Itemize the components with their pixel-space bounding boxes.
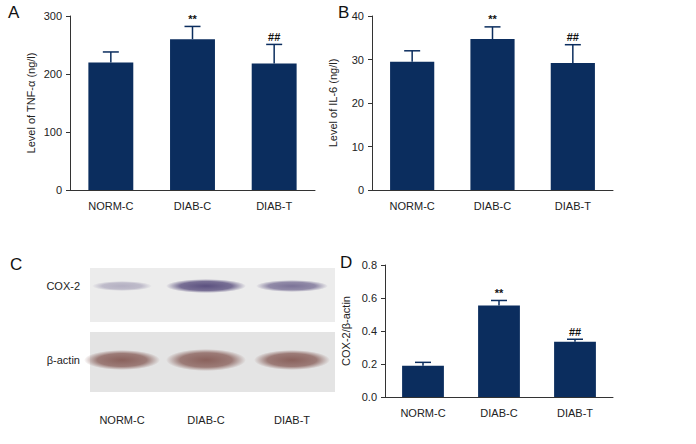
svg-text:40: 40	[352, 10, 364, 22]
svg-text:Level of IL-6 (ng/l): Level of IL-6 (ng/l)	[327, 59, 339, 148]
svg-text:D: D	[340, 253, 352, 272]
svg-text:β-actin: β-actin	[47, 354, 80, 366]
svg-text:A: A	[8, 3, 20, 22]
svg-text:200: 200	[44, 68, 62, 80]
svg-text:10: 10	[352, 141, 364, 153]
svg-text:**: **	[188, 13, 197, 25]
svg-text:100: 100	[44, 126, 62, 138]
svg-text:DIAB-C: DIAB-C	[187, 414, 224, 426]
svg-text:##: ##	[569, 326, 581, 338]
svg-text:COX-2: COX-2	[46, 280, 80, 292]
svg-text:DIAB-C: DIAB-C	[474, 200, 511, 212]
svg-text:0.8: 0.8	[362, 259, 377, 271]
svg-text:NORM-C: NORM-C	[88, 200, 133, 212]
svg-text:##: ##	[268, 31, 280, 43]
svg-text:**: **	[488, 13, 497, 25]
svg-text:NORM-C: NORM-C	[99, 414, 144, 426]
svg-text:B: B	[338, 3, 349, 22]
svg-text:NORM-C: NORM-C	[390, 200, 435, 212]
svg-text:DIAB-T: DIAB-T	[557, 407, 593, 419]
svg-text:**: **	[495, 287, 504, 299]
svg-text:0: 0	[358, 184, 364, 196]
svg-text:DIAB-T: DIAB-T	[555, 200, 591, 212]
svg-text:DIAB-T: DIAB-T	[256, 200, 292, 212]
svg-text:0.4: 0.4	[362, 325, 377, 337]
svg-text:NORM-C: NORM-C	[400, 407, 445, 419]
svg-text:20: 20	[352, 97, 364, 109]
svg-text:0: 0	[56, 184, 62, 196]
svg-text:DIAB-C: DIAB-C	[174, 200, 211, 212]
svg-text:##: ##	[567, 31, 579, 43]
svg-text:0.2: 0.2	[362, 358, 377, 370]
svg-text:0.0: 0.0	[362, 391, 377, 403]
svg-text:DIAB-C: DIAB-C	[480, 407, 517, 419]
svg-text:30: 30	[352, 54, 364, 66]
svg-text:DIAB-T: DIAB-T	[274, 414, 310, 426]
svg-text:C: C	[10, 255, 22, 274]
svg-text:300: 300	[44, 10, 62, 22]
svg-text:0.6: 0.6	[362, 292, 377, 304]
svg-text:COX-2/β-actin: COX-2/β-actin	[340, 296, 352, 366]
svg-text:Level of TNF-α (ng/l): Level of TNF-α (ng/l)	[25, 53, 37, 154]
